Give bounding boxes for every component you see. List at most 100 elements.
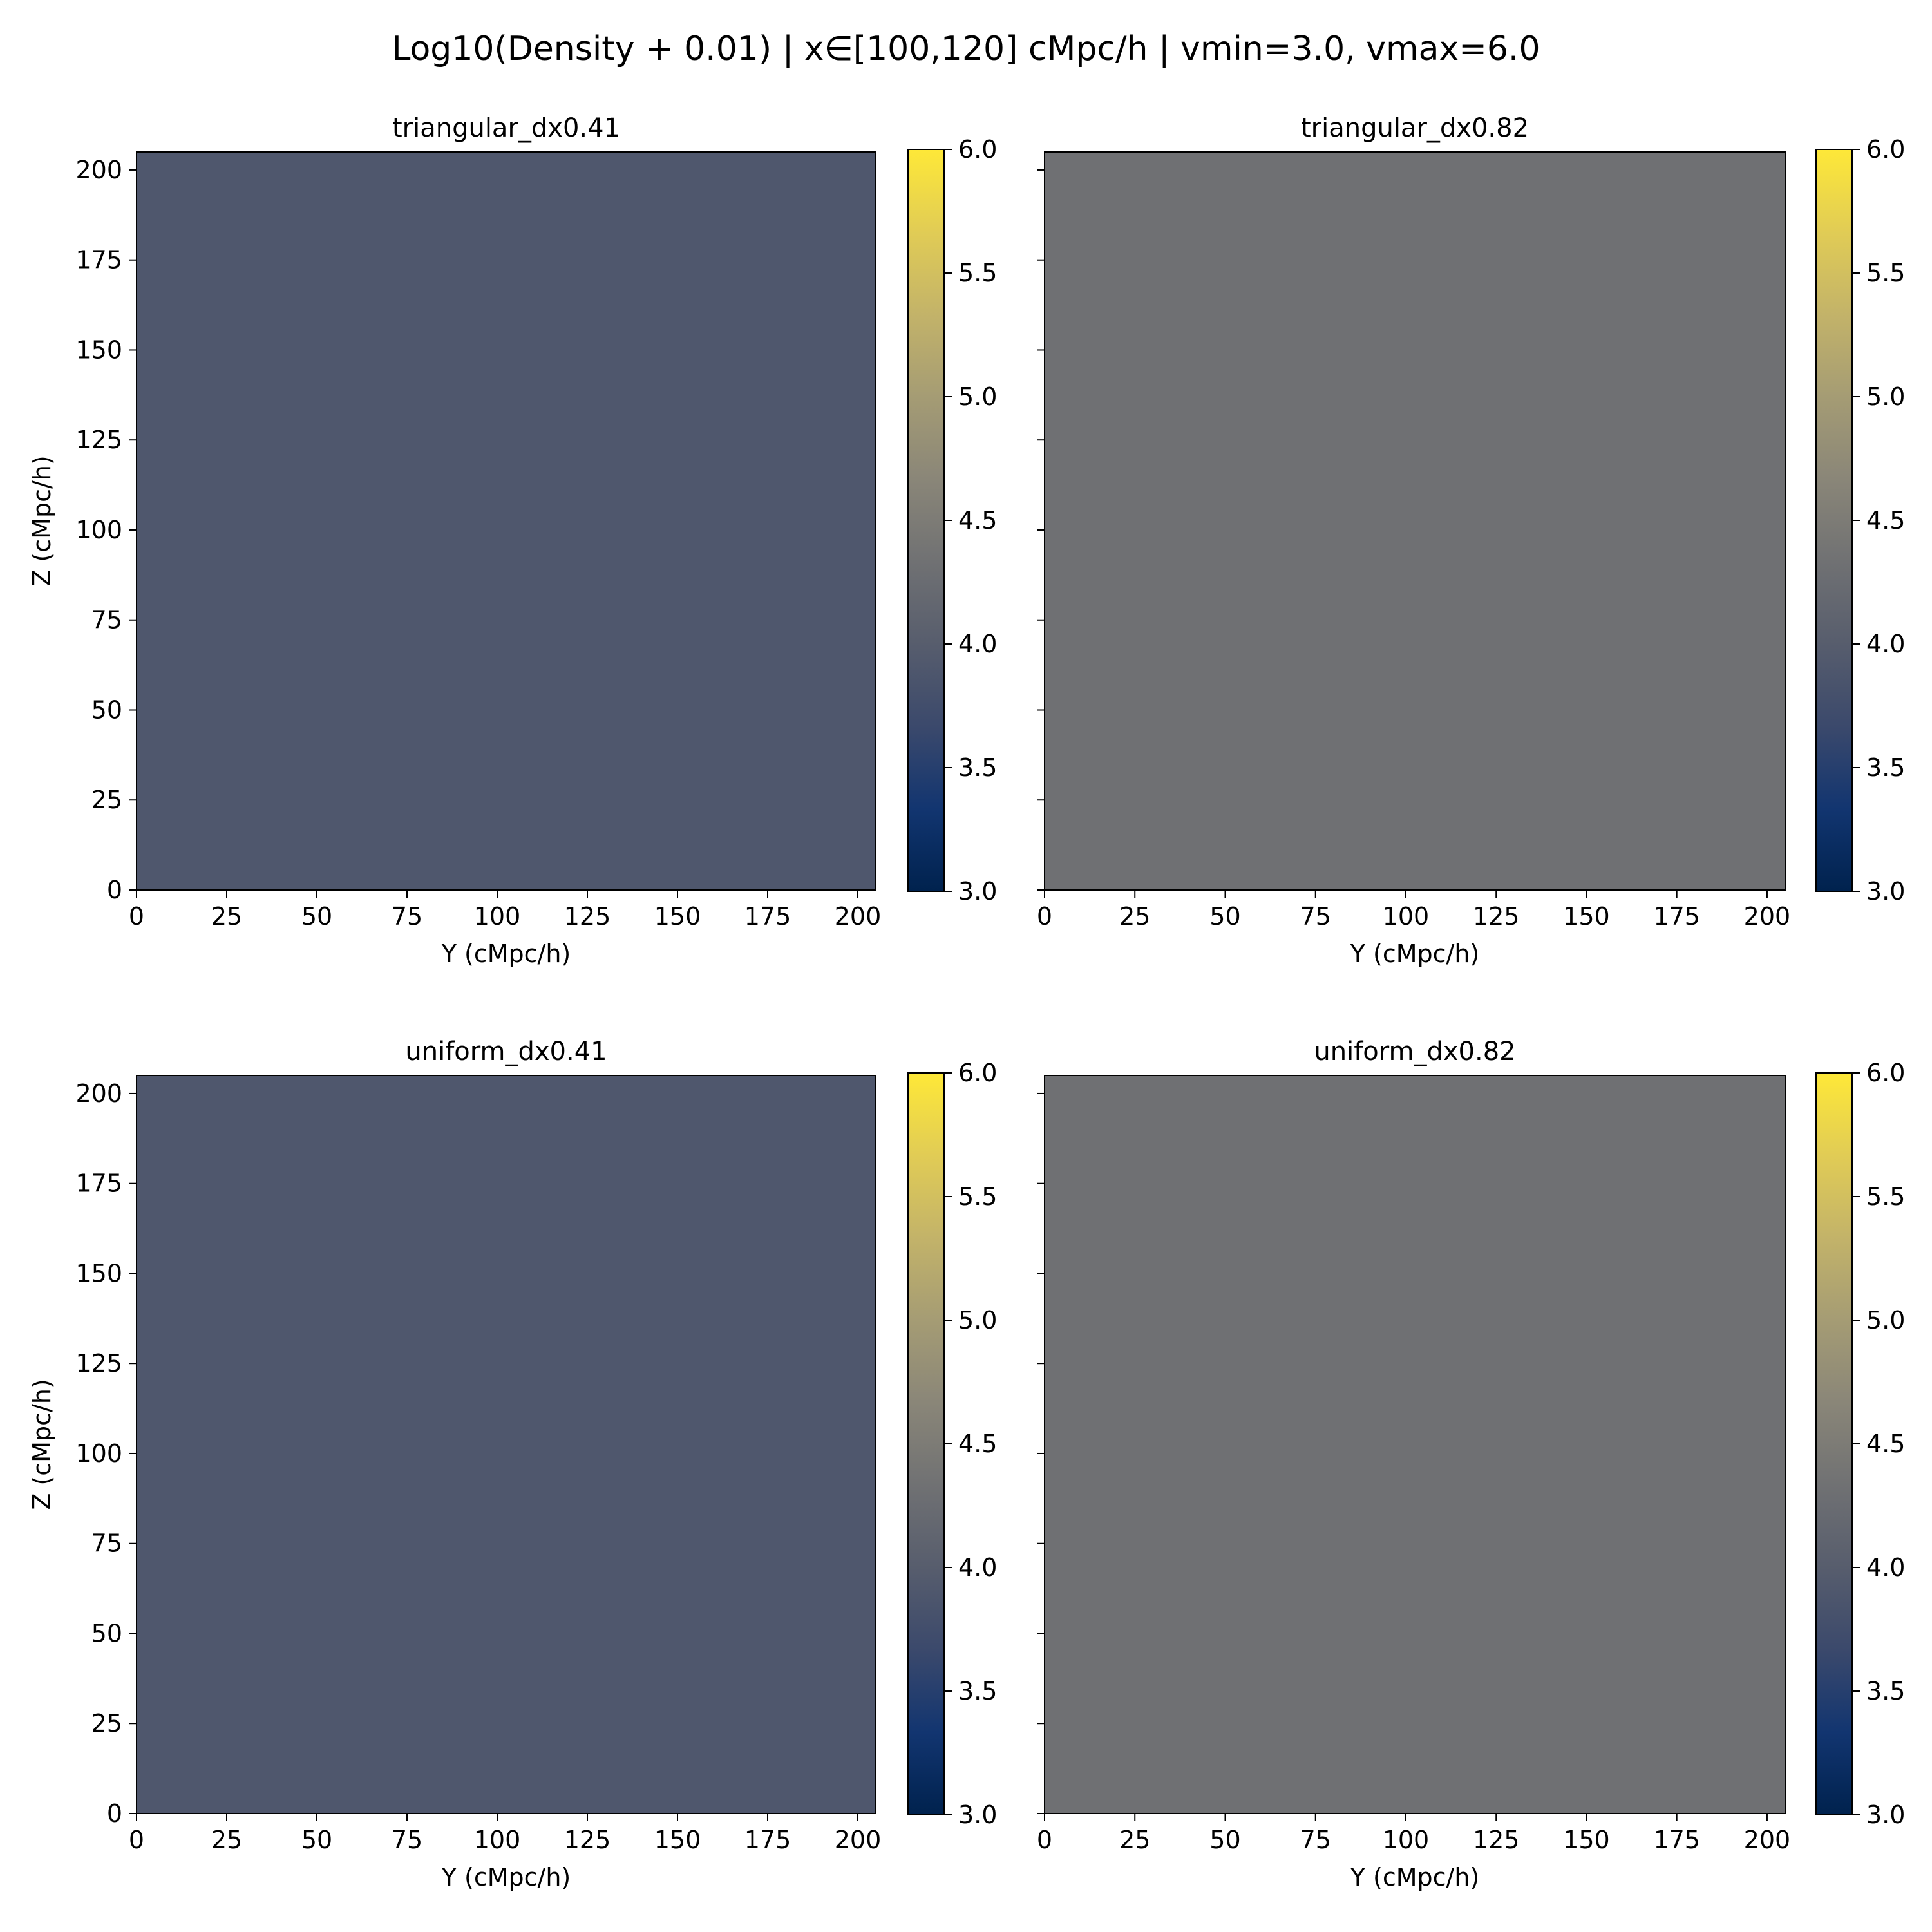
x-tick-label: 150 <box>654 902 701 931</box>
x-axis-label: Y (cMpc/h) <box>441 1863 571 1891</box>
x-tick-label: 50 <box>301 1826 332 1854</box>
y-tick-label: 0 <box>107 1799 122 1828</box>
colorbar-tick-label: 4.0 <box>958 630 997 658</box>
x-axis-label: Y (cMpc/h) <box>1350 1863 1480 1891</box>
colorbar-tick-label: 5.5 <box>1866 1182 1905 1211</box>
colorbar-tick-label: 3.0 <box>1866 1801 1905 1829</box>
colorbar <box>907 149 945 892</box>
y-tick-label: 125 <box>75 1349 122 1378</box>
panel-title: uniform_dx0.41 <box>405 1037 607 1066</box>
x-tick-label: 0 <box>1037 902 1052 931</box>
heatmap-field <box>137 152 876 890</box>
x-tick-label: 125 <box>564 902 611 931</box>
x-tick-label: 200 <box>835 902 882 931</box>
x-tick-label: 75 <box>392 1826 422 1854</box>
panel-title: triangular_dx0.82 <box>1301 113 1529 143</box>
axes-frame <box>1044 1075 1786 1814</box>
x-tick-label: 75 <box>1300 1826 1331 1854</box>
panel-title: triangular_dx0.41 <box>392 113 620 143</box>
colorbar <box>1815 149 1853 892</box>
colorbar <box>1815 1072 1853 1815</box>
colorbar-tick-label: 4.5 <box>958 506 997 535</box>
colorbar-tick-label: 5.5 <box>958 1182 997 1211</box>
colorbar-tick-label: 5.0 <box>958 1306 997 1334</box>
colorbar-tick-label: 3.0 <box>958 877 997 905</box>
colorbar-tick-label: 5.5 <box>958 259 997 287</box>
x-tick-label: 150 <box>1563 1826 1610 1854</box>
x-tick-label: 150 <box>1563 902 1610 931</box>
x-tick-label: 125 <box>564 1826 611 1854</box>
figure-title: Log10(Density + 0.01) | x∈[100,120] cMpc… <box>392 30 1540 68</box>
colorbar-tick-label: 4.5 <box>1866 506 1905 535</box>
x-tick-label: 0 <box>129 1826 144 1854</box>
colorbar-tick-label: 4.0 <box>958 1553 997 1582</box>
panel-title: uniform_dx0.82 <box>1314 1037 1515 1066</box>
x-tick-label: 25 <box>1119 1826 1150 1854</box>
x-tick-label: 125 <box>1473 902 1520 931</box>
y-tick-label: 125 <box>75 426 122 454</box>
x-tick-label: 50 <box>301 902 332 931</box>
x-tick-label: 125 <box>1473 1826 1520 1854</box>
colorbar-tick-label: 3.0 <box>1866 877 1905 905</box>
axes-frame <box>136 151 876 891</box>
y-tick-label: 50 <box>91 1619 122 1647</box>
x-tick-label: 200 <box>835 1826 882 1854</box>
x-tick-label: 50 <box>1209 902 1240 931</box>
x-tick-label: 0 <box>1037 1826 1052 1854</box>
y-tick-label: 75 <box>91 606 122 634</box>
colorbar-tick-label: 5.0 <box>958 383 997 411</box>
x-tick-label: 175 <box>1653 902 1700 931</box>
axes-frame <box>136 1075 876 1814</box>
colorbar-tick-label: 5.5 <box>1866 259 1905 287</box>
heatmap-field <box>1045 152 1785 890</box>
axes-frame <box>1044 151 1786 891</box>
y-tick-label: 25 <box>91 1709 122 1738</box>
y-tick-label: 100 <box>75 516 122 544</box>
colorbar-tick-label: 4.0 <box>1866 630 1905 658</box>
colorbar-tick-label: 3.5 <box>958 1677 997 1705</box>
x-tick-label: 25 <box>211 902 242 931</box>
y-tick-label: 75 <box>91 1530 122 1558</box>
colorbar-tick-label: 5.0 <box>1866 1306 1905 1334</box>
x-tick-label: 25 <box>1119 902 1150 931</box>
y-tick-label: 50 <box>91 696 122 724</box>
x-tick-label: 100 <box>474 902 521 931</box>
y-axis-label: Z (cMpc/h) <box>28 455 56 586</box>
colorbar-tick-label: 3.5 <box>1866 1677 1905 1705</box>
x-tick-label: 100 <box>474 1826 521 1854</box>
colorbar-tick-label: 6.0 <box>1866 135 1905 164</box>
subplot-3: uniform_dx0.41 0 25 50 75 100 125 150 175 200 0 25 5… <box>28 1037 997 1891</box>
x-tick-label: 25 <box>211 1826 242 1854</box>
colorbar-tick-label: 4.5 <box>1866 1430 1905 1458</box>
subplot-4: uniform_dx0.82 0 25 50 75 100 125 150 175 200 Y (c… <box>1037 1037 1906 1891</box>
x-tick-label: 0 <box>129 902 144 931</box>
colorbar-tick-label: 3.5 <box>958 753 997 782</box>
x-tick-label: 100 <box>1383 902 1430 931</box>
y-axis-label: Z (cMpc/h) <box>28 1379 56 1510</box>
y-tick-label: 200 <box>75 156 122 184</box>
colorbar-tick-label: 6.0 <box>1866 1059 1905 1087</box>
colorbar-tick-label: 4.0 <box>1866 1553 1905 1582</box>
y-tick-label: 150 <box>75 1259 122 1287</box>
heatmap-field <box>137 1075 876 1814</box>
colorbar <box>907 1072 945 1815</box>
y-tick-label: 150 <box>75 336 122 364</box>
colorbar-tick-label: 3.0 <box>958 1801 997 1829</box>
x-tick-label: 150 <box>654 1826 701 1854</box>
x-tick-label: 50 <box>1209 1826 1240 1854</box>
y-tick-label: 0 <box>107 876 122 904</box>
x-axis-label: Y (cMpc/h) <box>441 940 571 968</box>
x-tick-label: 75 <box>1300 902 1331 931</box>
x-tick-label: 100 <box>1383 1826 1430 1854</box>
subplot-2: triangular_dx0.82 0 25 50 75 100 125 150 175 200 Y… <box>1037 113 1906 968</box>
x-tick-label: 200 <box>1744 902 1791 931</box>
x-axis-label: Y (cMpc/h) <box>1350 940 1480 968</box>
x-tick-label: 75 <box>392 902 422 931</box>
y-tick-label: 200 <box>75 1079 122 1108</box>
subplot-1: triangular_dx0.41 0 25 50 75 100 125 150 175 200 0… <box>28 113 997 968</box>
x-tick-label: 200 <box>1744 1826 1791 1854</box>
y-tick-label: 25 <box>91 786 122 814</box>
colorbar-tick-label: 6.0 <box>958 1059 997 1087</box>
y-tick-label: 175 <box>75 246 122 274</box>
